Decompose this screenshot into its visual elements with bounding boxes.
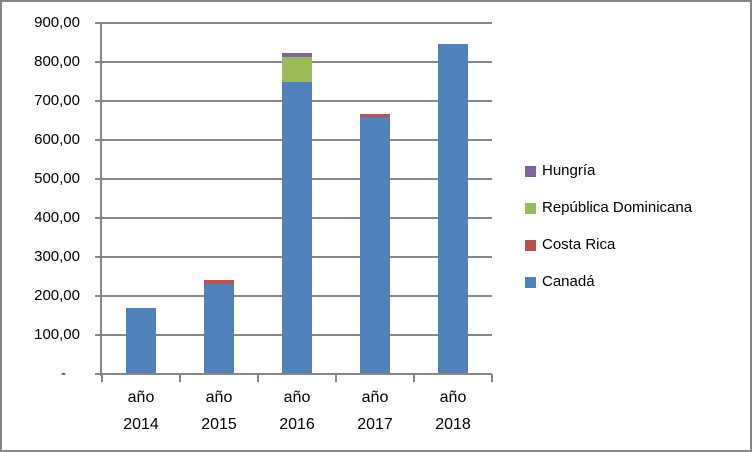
y-tick-100 [95,334,102,336]
y-tick-800 [95,61,102,63]
y-axis-label: - [61,365,66,382]
y-axis-line [100,22,102,376]
x-axis-label: año 2014 [123,389,159,433]
y-tick-600 [95,139,102,141]
bar-año-2014-Canadá [126,307,156,374]
y-tick-300 [95,256,102,258]
x-tick-0 [101,374,103,382]
y-axis-label: 100,00 [34,326,80,343]
x-tick-5 [491,374,493,382]
legend-color-swatch [525,239,536,251]
y-axis-label: 200,00 [34,287,80,304]
x-axis-label: año 2018 [435,389,471,433]
y-tick-200 [95,295,102,297]
y-axis-label: 500,00 [34,170,80,187]
x-axis-line [100,373,492,375]
legend-item-Hungría: Hungría [525,162,595,180]
y-axis-label: 900,00 [34,14,80,31]
bar-año-2016-Hungría [282,53,312,58]
legend-color-swatch [525,165,536,177]
y-axis-label: 300,00 [34,248,80,265]
legend-item-Costa-Rica: Costa Rica [525,236,615,254]
x-tick-3 [335,374,337,382]
legend-item-República-Dominicana: República Dominicana [525,199,692,217]
legend-label: Costa Rica [542,236,616,253]
gridline-900 [102,22,492,24]
plot-area [102,22,492,374]
legend-color-swatch [525,276,536,288]
x-tick-1 [179,374,181,382]
bar-año-2017-Canadá [360,116,390,374]
x-axis-label: año 2016 [279,389,315,433]
y-axis-label: 800,00 [34,53,80,70]
y-axis-label: 600,00 [34,131,80,148]
legend-item-Canadá: Canadá [525,273,595,291]
y-tick-700 [95,100,102,102]
legend-label: Canadá [542,273,595,290]
bar-año-2016-Canadá [282,81,312,374]
x-axis-label: año 2015 [201,389,237,433]
bar-año-2015-Canadá [204,284,234,374]
y-tick-400 [95,217,102,219]
legend-color-swatch [525,202,536,214]
bar-año-2016-República-Dominicana [282,57,312,82]
legend-label: Hungría [542,162,596,179]
bar-año-2015-Costa-Rica [204,280,234,285]
x-tick-2 [257,374,259,382]
y-tick-500 [95,178,102,180]
bar-año-2017-Costa-Rica [360,113,390,117]
x-axis-label: año 2017 [357,389,393,433]
y-tick-0 [95,373,102,375]
bar-año-2018-Canadá [438,44,468,374]
legend-label: República Dominicana [542,199,693,216]
y-tick-900 [95,22,102,24]
y-axis-label: 400,00 [34,209,80,226]
y-axis-label: 700,00 [34,92,80,109]
x-tick-4 [413,374,415,382]
